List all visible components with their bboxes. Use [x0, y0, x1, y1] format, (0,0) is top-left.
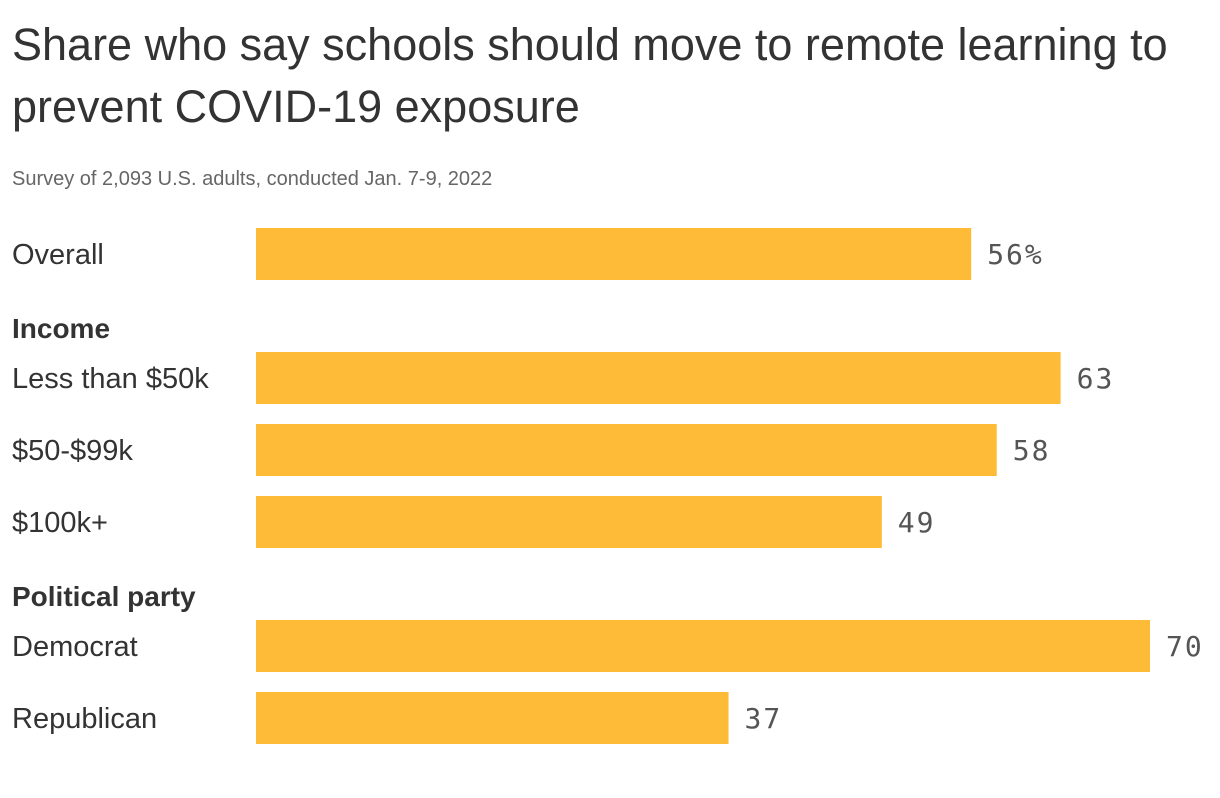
- category-label-democrat: Democrat: [12, 631, 138, 663]
- bar-50-99k: [256, 424, 997, 476]
- value-label-democrat: 70: [1166, 630, 1204, 663]
- category-label-50-99k: $50-$99k: [12, 435, 133, 467]
- value-label-50-99k: 58: [1013, 434, 1051, 467]
- value-label-overall: 56%: [987, 238, 1044, 271]
- category-label-100k: $100k+: [12, 507, 108, 539]
- bar-overall: [256, 228, 972, 280]
- category-label-less-than-50k: Less than $50k: [12, 363, 209, 395]
- chart-subtitle: Survey of 2,093 U.S. adults, conducted J…: [12, 168, 493, 190]
- bar-republican: [256, 692, 729, 744]
- category-label-republican: Republican: [12, 703, 157, 735]
- value-label-republican: 37: [745, 702, 783, 735]
- value-label-less-than-50k: 63: [1077, 362, 1115, 395]
- bar-less-than-50k: [256, 352, 1061, 404]
- value-label-100k: 49: [898, 506, 936, 539]
- group-label-political-party: Political party: [12, 581, 196, 612]
- group-label-income: Income: [12, 313, 110, 344]
- chart-title: Share who say schools should move to rem…: [12, 19, 1168, 132]
- category-label-overall: Overall: [12, 239, 104, 271]
- bar-democrat: [256, 620, 1150, 672]
- bar-100k: [256, 496, 882, 548]
